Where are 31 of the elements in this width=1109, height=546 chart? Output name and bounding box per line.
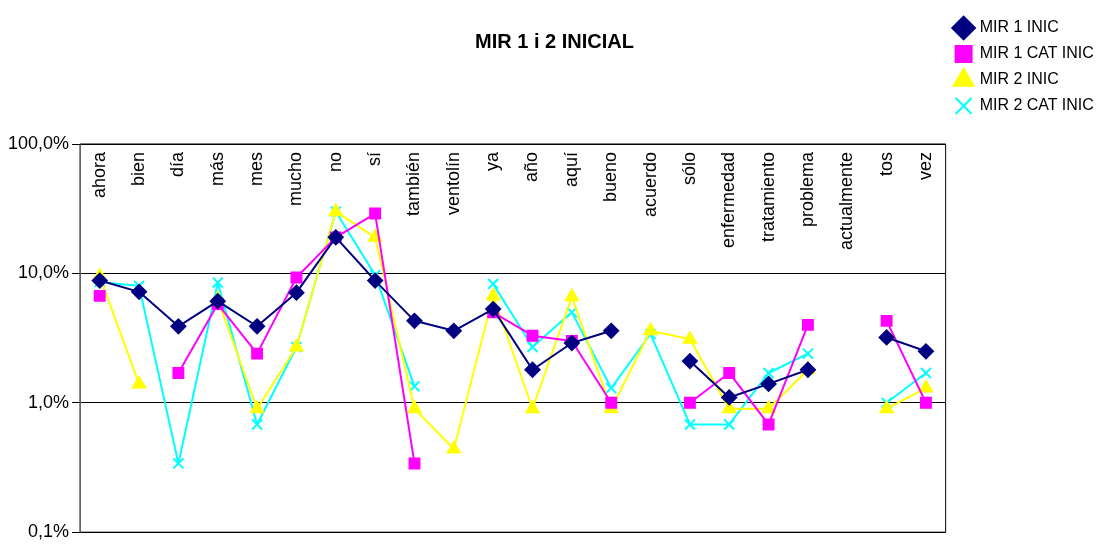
y-tick-label: 100,0% (7, 132, 70, 153)
x-tick-label: bien (128, 152, 149, 187)
x-tick-label: mes (246, 152, 267, 187)
x-tick-label: ya (482, 151, 503, 172)
x-tick-label: también (403, 152, 424, 217)
legend-label: MIR 2 CAT INIC (979, 96, 1094, 114)
x-tick-label: más (206, 152, 227, 187)
x-tick-label: bueno (600, 152, 621, 203)
x-tick-label: día (167, 151, 188, 178)
x-tick-label: año (521, 152, 542, 183)
x-tick-label: acuerdo (639, 152, 660, 218)
x-tick-label: tos (875, 152, 896, 177)
x-tick-label: no (324, 152, 345, 173)
y-tick-label: 10,0% (18, 262, 70, 283)
x-tick-label: vez (914, 152, 935, 181)
x-tick-label: tratamiento (757, 152, 778, 243)
y-tick-label: 1,0% (28, 391, 70, 412)
y-tick-label: 0,1% (28, 521, 70, 542)
legend-label: MIR 1 CAT INIC (979, 44, 1094, 62)
legend-label: MIR 2 INIC (979, 70, 1059, 88)
x-tick-label: aquí (560, 152, 581, 188)
x-tick-label: ahora (88, 151, 109, 199)
legend-label: MIR 1 INIC (979, 18, 1059, 36)
x-tick-label: ventolín (442, 152, 463, 216)
x-tick-label: sí (364, 152, 385, 167)
x-tick-label: enfermedad (718, 152, 739, 249)
chart-title: MIR 1 i 2 INICIAL (475, 29, 634, 52)
x-tick-label: actualmente (836, 152, 857, 251)
x-tick-label: problema (796, 151, 817, 228)
x-tick-label: mucho (285, 152, 306, 207)
x-tick-label: sólo (678, 152, 699, 186)
